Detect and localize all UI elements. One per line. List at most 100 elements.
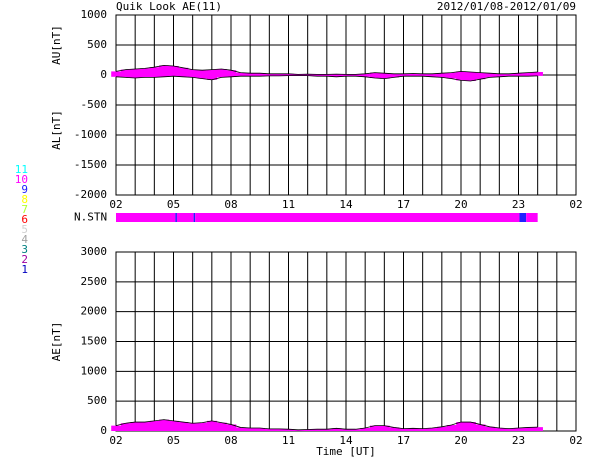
area-slice <box>178 67 189 75</box>
area-slice <box>398 73 409 75</box>
area-slice <box>226 75 237 77</box>
station-count-segment <box>176 213 194 222</box>
area-slice <box>494 428 505 431</box>
area-slice <box>484 75 496 78</box>
area-slice <box>149 420 160 431</box>
area-slice <box>523 72 534 75</box>
area-slice <box>389 73 400 75</box>
area-slice <box>120 423 131 431</box>
y-tick-label: -1500 <box>74 158 107 171</box>
area-slice <box>245 428 256 431</box>
area-slice <box>197 75 208 79</box>
area-slice <box>417 75 428 77</box>
area-slice <box>130 69 141 75</box>
area-slice <box>149 75 160 78</box>
legend-entry: 1 <box>21 263 28 276</box>
area-slice <box>417 428 428 431</box>
area-slice <box>389 427 400 431</box>
area-slice <box>494 75 505 77</box>
area-slice <box>235 75 246 77</box>
y-axis-label: AU[nT] <box>50 25 63 65</box>
x-tick-label: 20 <box>454 198 467 211</box>
area-slice <box>245 75 256 77</box>
series-outline <box>115 75 538 82</box>
area-slice <box>111 71 122 75</box>
area-slice <box>331 428 342 431</box>
legend-entry: 9 <box>21 183 28 196</box>
area-slice <box>207 69 218 75</box>
y-axis-label: AL[nT] <box>50 110 63 150</box>
area-slice <box>178 75 189 77</box>
y-tick-label: 2000 <box>81 305 108 318</box>
area-slice <box>427 75 438 77</box>
area-slice <box>139 75 151 78</box>
area-slice <box>274 75 285 76</box>
x-axis-label: Time [UT] <box>316 445 376 458</box>
area-slice <box>159 419 170 431</box>
area-slice <box>360 73 371 75</box>
area-slice <box>465 72 476 75</box>
area-slice <box>389 75 400 78</box>
x-tick-label: 17 <box>397 434 410 447</box>
area-slice <box>254 73 266 75</box>
date-range: 2012/01/08-2012/01/09 <box>437 0 576 13</box>
area-slice <box>417 73 428 75</box>
area-slice <box>369 72 381 75</box>
area-slice <box>226 424 237 431</box>
area-slice <box>168 66 179 75</box>
area-slice <box>264 428 275 431</box>
area-slice <box>274 428 285 431</box>
area-slice <box>532 427 543 431</box>
chart-title: Quik Look AE(11) <box>116 0 222 13</box>
area-slice <box>532 72 543 75</box>
area-slice <box>216 75 227 78</box>
y-tick-label: 500 <box>87 394 107 407</box>
area-slice <box>341 429 352 431</box>
x-tick-label: 02 <box>569 198 582 211</box>
area-slice <box>513 428 524 431</box>
station-count-segment <box>195 213 520 222</box>
area-slice <box>322 429 333 431</box>
area-slice <box>130 422 141 431</box>
area-slice <box>494 73 505 75</box>
area-slice <box>264 75 275 76</box>
area-slice <box>216 422 227 431</box>
legend-entry: 11 <box>15 163 28 176</box>
y-tick-label: 0 <box>100 68 107 81</box>
area-slice <box>226 70 237 75</box>
area-slice <box>207 420 218 431</box>
x-tick-label: 17 <box>397 198 410 211</box>
area-slice <box>168 75 179 77</box>
y-tick-label: 2500 <box>81 275 108 288</box>
x-tick-label: 14 <box>339 434 353 447</box>
area-slice <box>207 75 218 80</box>
area-slice <box>475 72 486 75</box>
station-count-segment <box>193 213 196 222</box>
area-slice <box>465 75 476 81</box>
area-slice <box>446 75 457 79</box>
area-slice <box>350 75 361 77</box>
area-slice <box>187 75 198 78</box>
area-slice <box>130 75 141 78</box>
area-slice <box>465 422 476 431</box>
legend-entry: 2 <box>21 253 28 266</box>
area-slice <box>120 69 131 75</box>
legend-entry: 6 <box>21 213 28 226</box>
area-slice <box>322 75 333 77</box>
area-slice <box>484 73 496 75</box>
area-slice <box>379 425 390 431</box>
area-slice <box>283 429 294 431</box>
area-slice <box>350 429 361 431</box>
y-tick-label: -1000 <box>74 128 107 141</box>
station-count-segment <box>519 213 527 222</box>
area-slice <box>513 75 524 77</box>
area-slice <box>379 73 390 75</box>
area-slice <box>254 75 266 77</box>
legend-entry: 4 <box>21 233 28 246</box>
area-slice <box>302 74 313 75</box>
x-tick-label: 02 <box>569 434 582 447</box>
area-slice <box>484 426 496 431</box>
x-tick-label: 23 <box>512 198 525 211</box>
area-slice <box>504 428 515 431</box>
